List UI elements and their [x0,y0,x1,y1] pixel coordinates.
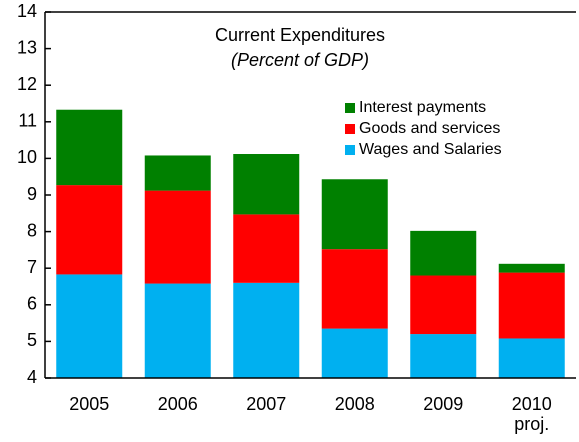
chart-subtitle: (Percent of GDP) [231,50,369,70]
y-tick-label: 7 [27,257,37,277]
y-tick-label: 9 [27,184,37,204]
bar-segment [410,230,477,276]
bar-segment [144,190,211,284]
y-tick-label: 13 [17,37,37,57]
x-tick-label: 2007 [246,394,287,414]
y-tick-label: 5 [27,330,37,350]
legend-label: Interest payments [359,99,486,116]
bar-segment [56,274,123,378]
bar-segment [498,338,565,378]
bar-segment [410,275,477,335]
legend-label: Wages and Salaries [359,141,502,158]
bar-segment [498,263,565,273]
bar-segment [233,154,300,215]
y-tick-label: 4 [27,367,37,387]
legend-swatch [345,124,355,134]
x-tick-label: 2010 proj. [511,394,552,434]
bar-segment [56,185,123,275]
bar-segment [56,109,123,186]
legend-swatch [345,145,355,155]
bar-segment [144,155,211,191]
x-tick-label: 2009 [423,394,464,414]
y-tick-label: 10 [17,147,37,167]
x-tick-label: 2008 [334,394,375,414]
bar-segment [321,249,388,329]
x-tick-label: 2006 [157,394,198,414]
legend-label: Goods and services [359,120,500,137]
bar-segment [321,328,388,378]
bar-segment [321,179,388,250]
y-tick-label: 12 [17,74,37,94]
legend-swatch [345,103,355,113]
x-tick-label: 2005 [69,394,110,414]
bar-segment [233,214,300,283]
bar-segment [498,272,565,339]
bar-segment [410,334,477,378]
bar-segment [233,282,300,378]
bar-segment [144,283,211,378]
y-tick-label: 6 [27,294,37,314]
y-tick-label: 11 [18,111,37,131]
y-tick-label: 14 [17,1,37,21]
chart-title: Current Expenditures [215,25,385,45]
y-tick-label: 8 [27,220,37,240]
